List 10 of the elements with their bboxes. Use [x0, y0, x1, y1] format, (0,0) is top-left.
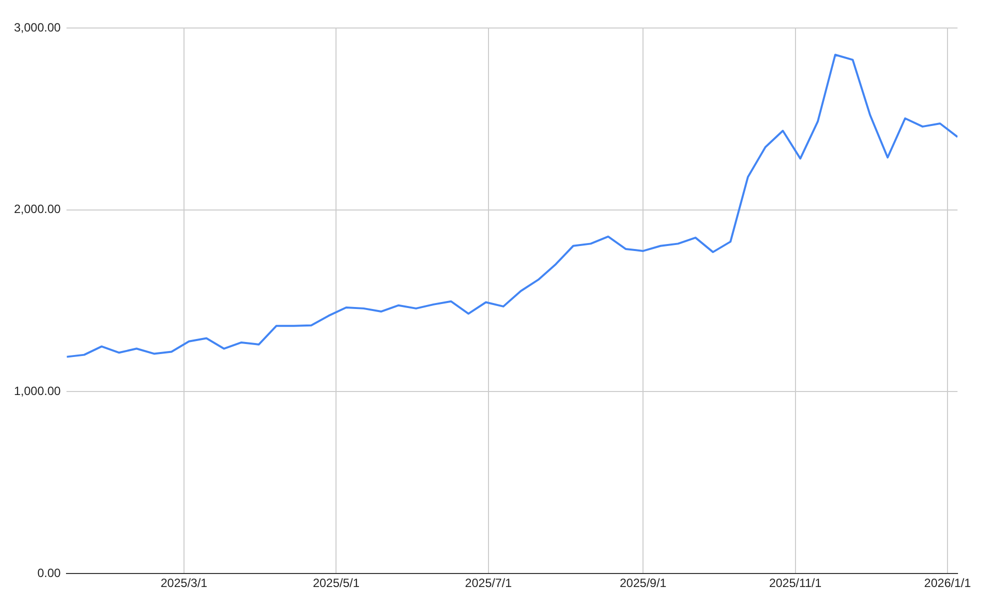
y-tick-label: 2,000.00	[14, 202, 62, 216]
x-tick-label: 2025/11/1	[769, 576, 822, 590]
x-tick-label: 2025/3/1	[160, 576, 208, 590]
y-tick-label: 0.00	[37, 566, 62, 580]
x-tick-label: 2026/1/1	[924, 576, 972, 590]
x-tick-label: 2025/9/1	[620, 576, 667, 590]
y-tick-label: 1,000.00	[14, 384, 62, 398]
y-tick-label: 3,000.00	[14, 20, 62, 34]
x-tick-label: 2025/5/1	[312, 576, 360, 590]
x-tick-label: 2025/7/1	[465, 576, 512, 590]
